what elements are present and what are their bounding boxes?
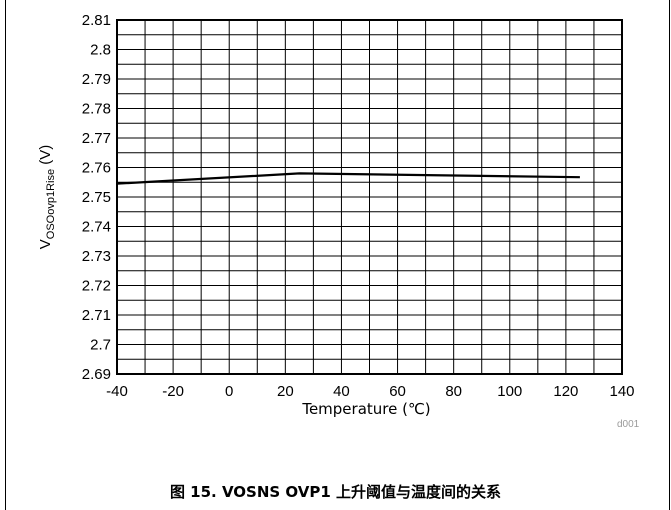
x-tick-label: 100 xyxy=(497,383,522,400)
y-tick-label: 2.71 xyxy=(82,307,111,324)
line-chart: 2.69 2.7 2.71 2.72 2.73 2.74 2.75 2.76 2.77 2.78 2… xyxy=(37,12,635,418)
plot-area-frame xyxy=(116,19,623,375)
y-tick-label: 2.69 xyxy=(82,366,111,383)
figure-caption: 图 15. VOSNS OVP1 上升阈值与温度间的关系 xyxy=(169,483,502,501)
x-tick-label: 60 xyxy=(389,383,406,400)
figure-id-watermark: d001 xyxy=(617,419,640,430)
y-tick-label: 2.8 xyxy=(90,42,111,59)
y-tick-label: 2.81 xyxy=(82,12,111,29)
x-tick-label: 20 xyxy=(277,383,294,400)
y-tick-label: 2.72 xyxy=(82,278,111,295)
x-tick-label: 140 xyxy=(609,383,634,400)
x-tick-label: 0 xyxy=(225,383,233,400)
frame-left-border xyxy=(5,0,6,510)
x-tick-label: 80 xyxy=(445,383,462,400)
data-series-line xyxy=(116,172,580,185)
y-tick-label: 2.75 xyxy=(82,189,111,206)
y-tick-label: 2.76 xyxy=(82,160,111,177)
x-axis-title: Temperature (℃) xyxy=(301,400,430,418)
y-tick-label: 2.74 xyxy=(82,219,111,236)
x-tick-label: 40 xyxy=(333,383,350,400)
x-tick-label: -20 xyxy=(162,383,184,400)
y-tick-label: 2.79 xyxy=(82,71,111,88)
y-tick-label: 2.78 xyxy=(82,101,111,118)
frame-right-border xyxy=(669,0,670,510)
y-tick-label: 2.73 xyxy=(82,248,111,265)
y-tick-label: 2.7 xyxy=(90,337,111,354)
y-tick-label: 2.77 xyxy=(82,130,111,147)
x-tick-label: 120 xyxy=(553,383,578,400)
y-axis-title: VOSOovp1Rise (V) xyxy=(37,145,57,250)
x-tick-label: -40 xyxy=(106,383,128,400)
